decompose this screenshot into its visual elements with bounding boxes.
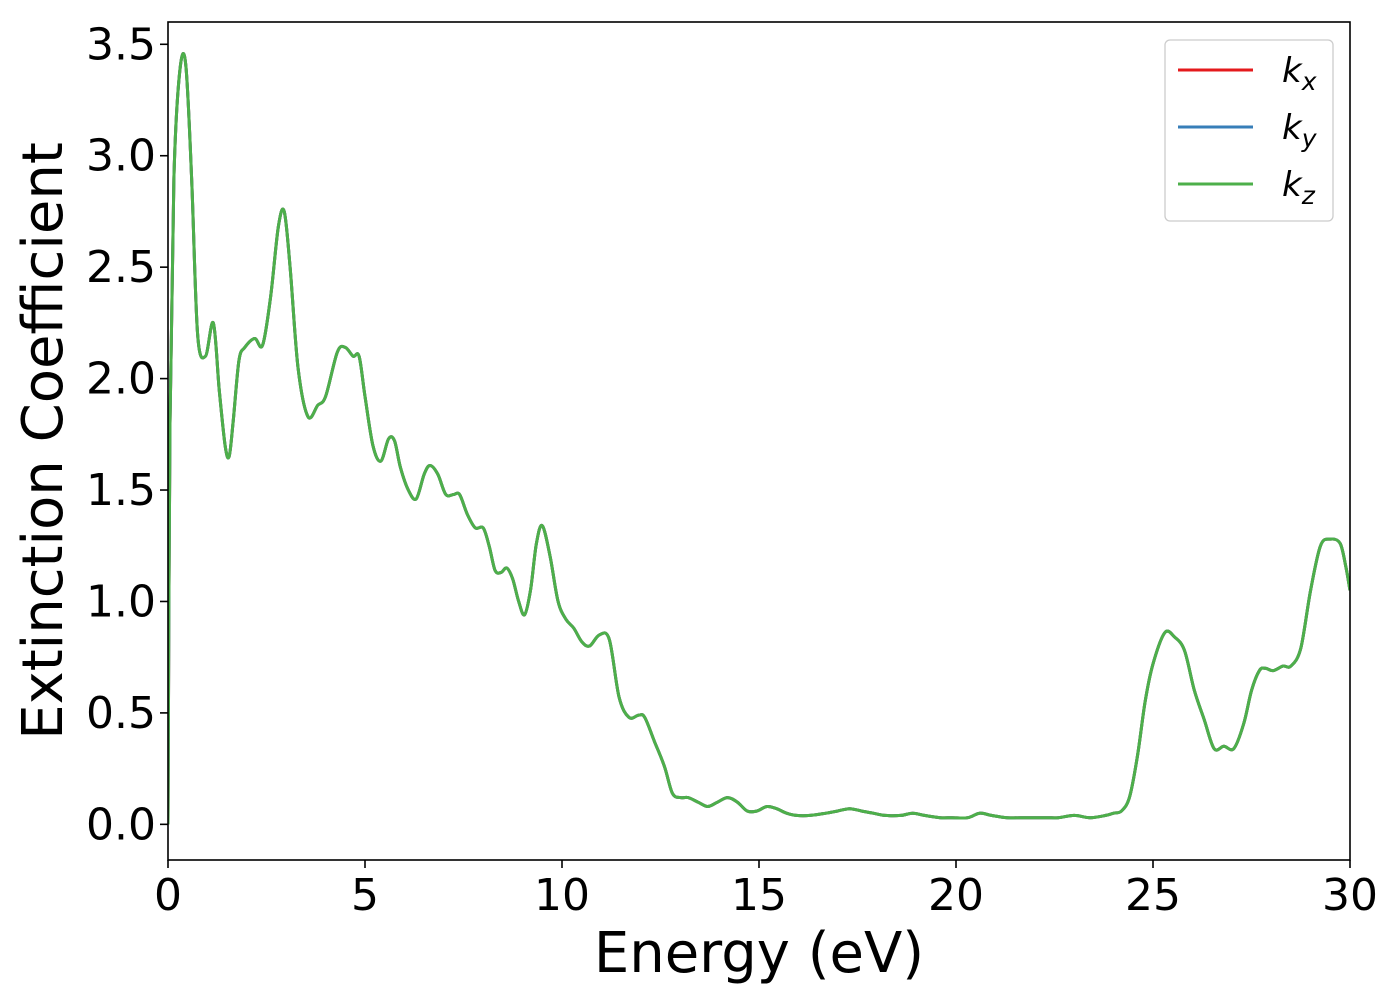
y-axis-title: Extinction Coefficient: [11, 142, 76, 740]
legend-label-kx: kx: [1282, 51, 1317, 96]
legend-box: [1164, 39, 1334, 222]
x-tick-label: 0: [154, 870, 182, 921]
x-tick-label: 10: [534, 870, 590, 921]
y-tick-label: 3.0: [86, 131, 156, 182]
x-tick-label: 15: [731, 870, 787, 921]
plot-frame: [167, 21, 1351, 861]
x-axis: 0 5 10 15 20 25 30: [154, 860, 1378, 921]
legend-label-kz: kz: [1282, 165, 1316, 210]
y-tick-label: 0.5: [86, 688, 156, 739]
legend-label-ky: ky: [1282, 108, 1318, 153]
legend-label-base: k: [1282, 51, 1303, 91]
legend-label-base: k: [1282, 108, 1303, 148]
y-tick-label: 3.5: [86, 19, 156, 70]
y-tick-label: 1.5: [86, 465, 156, 516]
x-tick-label: 30: [1322, 870, 1378, 921]
series-line-kz: [168, 52, 1350, 825]
legend-label-subscript: y: [1301, 124, 1318, 153]
x-tick-label: 5: [351, 870, 379, 921]
legend-label-subscript: x: [1301, 67, 1317, 96]
x-tick-label: 25: [1125, 870, 1181, 921]
y-axis: 0.0 0.5 1.0 1.5 2.0 2.5 3.0 3.5: [86, 19, 168, 850]
y-tick-label: 2.0: [86, 354, 156, 405]
plot-lines: [168, 52, 1350, 825]
legend-label-base: k: [1282, 165, 1303, 205]
legend-label-subscript: z: [1301, 181, 1316, 210]
y-tick-label: 1.0: [86, 576, 156, 627]
x-axis-title: Energy (eV): [594, 921, 924, 986]
y-tick-label: 0.0: [86, 799, 156, 850]
x-tick-label: 20: [928, 870, 984, 921]
y-tick-label: 2.5: [86, 242, 156, 293]
